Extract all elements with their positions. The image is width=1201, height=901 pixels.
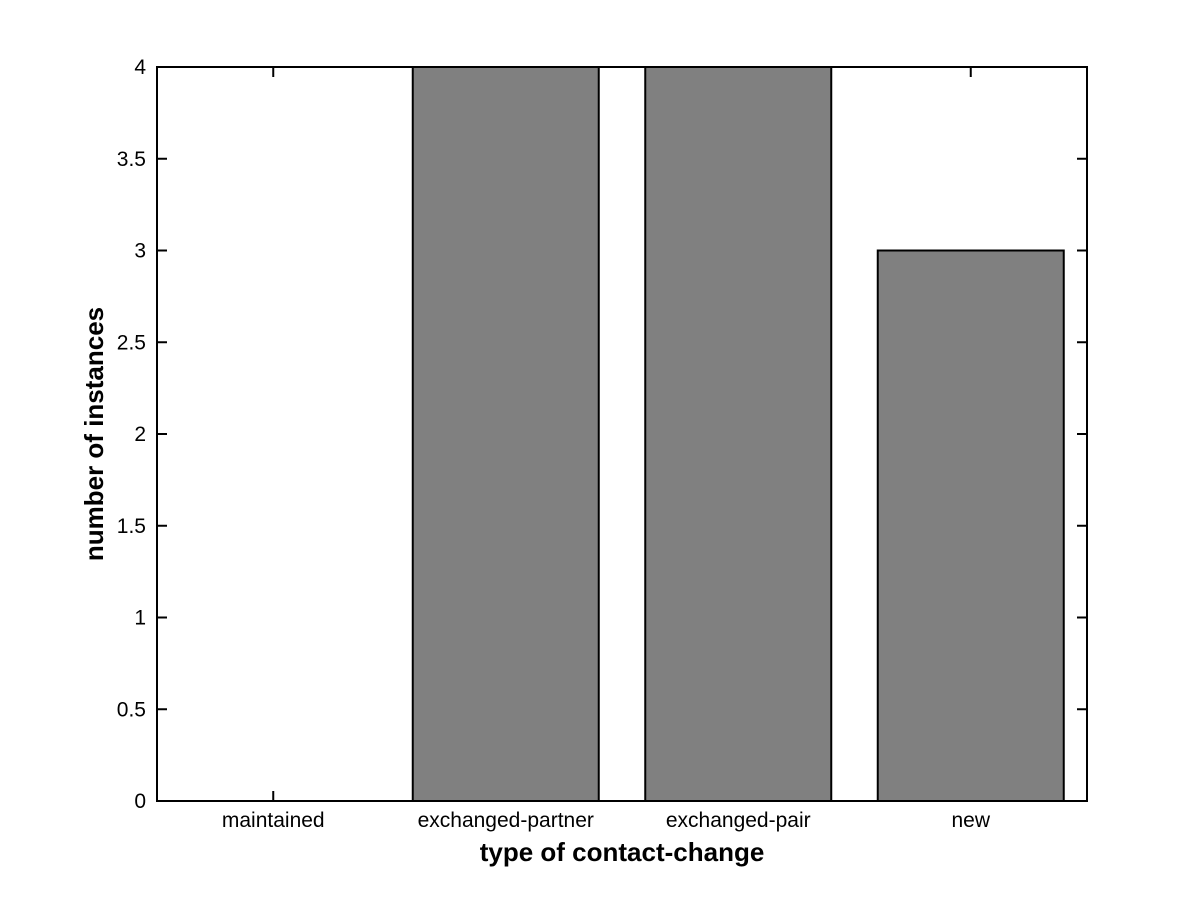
y-tick-label: 1.5 xyxy=(117,515,146,538)
y-tick-label: 3 xyxy=(134,240,146,263)
y-axis-label: number of instances xyxy=(79,307,109,561)
x-tick-label: new xyxy=(951,809,990,832)
x-tick-label: maintained xyxy=(222,809,325,832)
bar-new xyxy=(876,249,1065,802)
bars xyxy=(411,66,1065,802)
plot-frame xyxy=(156,66,1088,802)
y-tick-label: 2 xyxy=(134,423,146,446)
x-axis-label: type of contact-change xyxy=(480,837,765,867)
y-tick-label: 1 xyxy=(134,607,146,630)
y-tick-label: 2.5 xyxy=(117,331,146,354)
y-tick-label: 3.5 xyxy=(117,148,146,171)
y-tick-labels: 0 0.5 1 1.5 2 2.5 3 3.5 4 xyxy=(117,56,147,813)
x-tick-label: exchanged-partner xyxy=(418,809,594,832)
x-tick-label: exchanged-pair xyxy=(666,809,811,832)
x-tick-labels: maintained exchanged-partner exchanged-pai… xyxy=(222,809,991,832)
bar-exchanged-partner xyxy=(411,66,600,802)
y-tick-label: 4 xyxy=(134,56,146,79)
y-tick-label: 0 xyxy=(134,790,146,813)
bar-exchanged-pair xyxy=(644,66,833,802)
y-tick-label: 0.5 xyxy=(117,698,146,721)
